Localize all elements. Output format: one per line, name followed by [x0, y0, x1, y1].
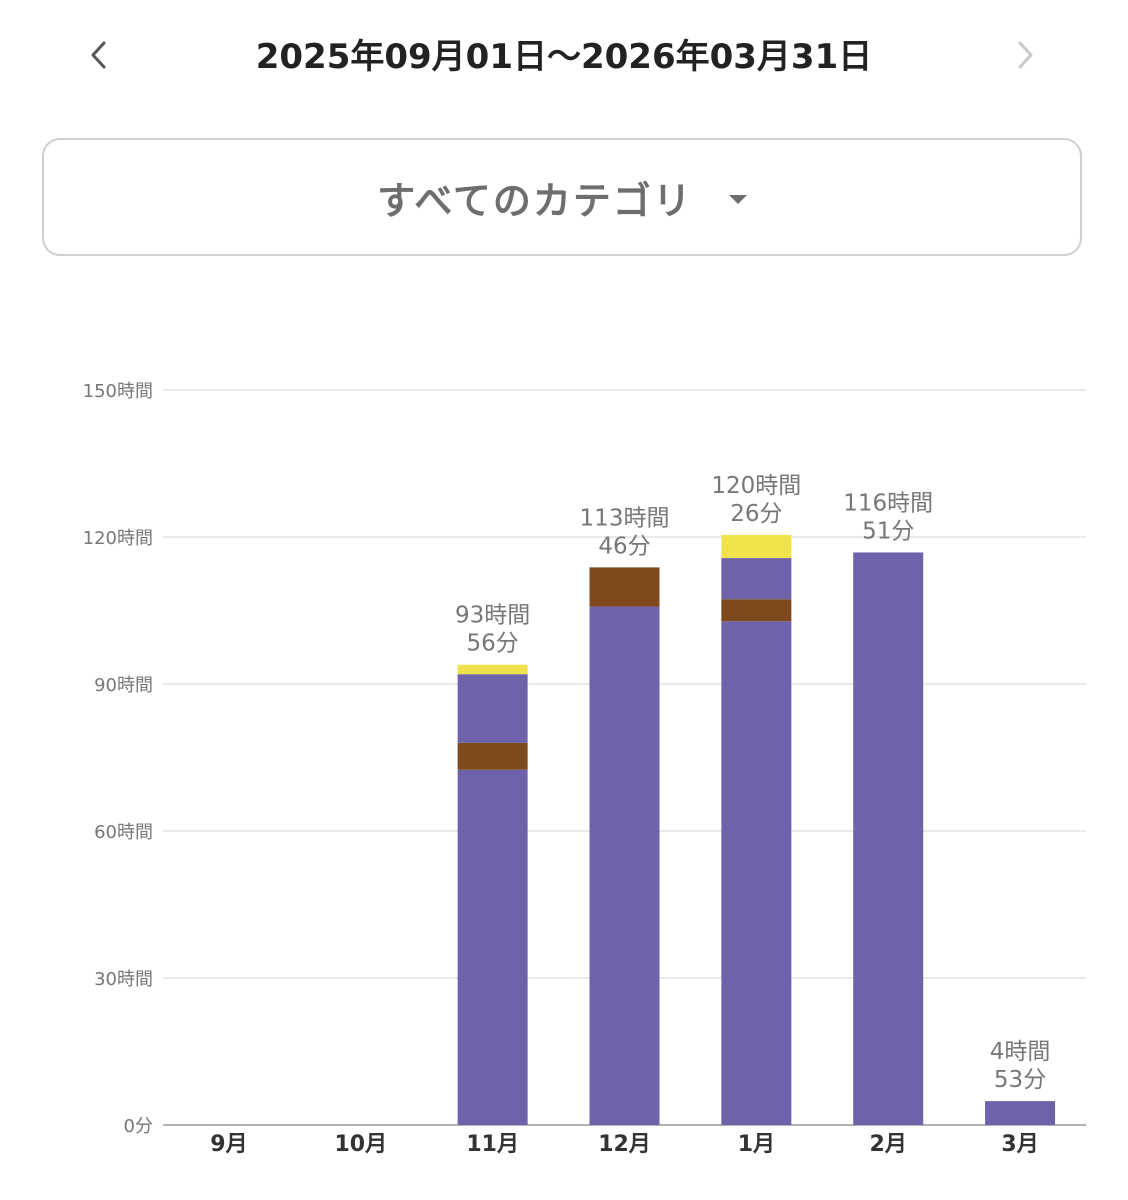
- x-category-label: 1月: [738, 1132, 775, 1157]
- chevron-left-icon: [91, 41, 106, 69]
- x-category-label: 3月: [1001, 1132, 1038, 1157]
- chevron-right-icon: [1018, 41, 1033, 69]
- bar-segment[interactable]: [457, 769, 528, 1125]
- chart-bars: [457, 534, 1056, 1125]
- category-dropdown[interactable]: すべてのカテゴリ: [42, 138, 1082, 256]
- bar-segment[interactable]: [457, 674, 528, 743]
- y-tick-label: 0分: [124, 1116, 153, 1137]
- caret-down-icon: [728, 194, 747, 204]
- y-tick-label: 30時間: [94, 969, 153, 990]
- category-dropdown-label: すべてのカテゴリ: [377, 178, 693, 223]
- next-period-button[interactable]: [1000, 30, 1050, 80]
- bar-total-minutes-label: 51分: [862, 518, 914, 544]
- bar-segment[interactable]: [721, 558, 792, 600]
- y-tick-label: 120時間: [83, 528, 153, 549]
- y-tick-label: 150時間: [83, 381, 153, 402]
- y-tick-label: 90時間: [94, 675, 153, 696]
- bar-segment[interactable]: [721, 621, 792, 1125]
- bar-segment[interactable]: [589, 567, 660, 607]
- previous-period-button[interactable]: [74, 30, 124, 80]
- bar-segment[interactable]: [721, 534, 792, 559]
- bar-total-minutes-label: 26分: [730, 501, 782, 527]
- bar-total-hours-label: 116時間: [843, 490, 933, 516]
- bar-total-hours-label: 113時間: [580, 506, 670, 532]
- monthly-time-chart: 0分 30時間 60時間 90時間 120時間 150時間 9月 10月 11月 93時間56分…: [83, 381, 1086, 1157]
- bar-total-hours-label: 4時間: [990, 1039, 1051, 1065]
- bar-total-minutes-label: 46分: [598, 534, 650, 560]
- bar-total-hours-label: 120時間: [711, 473, 801, 499]
- x-category-label: 12月: [598, 1132, 651, 1157]
- bar-total-minutes-label: 53分: [994, 1067, 1046, 1093]
- bar-segment[interactable]: [457, 742, 528, 770]
- bar-total-minutes-label: 56分: [467, 631, 519, 657]
- y-tick-label: 60時間: [94, 822, 153, 843]
- x-category-label: 11月: [466, 1132, 519, 1157]
- bar-segment[interactable]: [589, 606, 660, 1125]
- bar-segment[interactable]: [721, 599, 792, 622]
- bar-segment[interactable]: [853, 552, 924, 1125]
- bar-segment[interactable]: [457, 664, 528, 675]
- x-category-label: 10月: [334, 1132, 387, 1157]
- header: 2025年09月01日〜2026年03月31日: [0, 0, 1128, 110]
- bar-total-hours-label: 93時間: [455, 603, 530, 629]
- bar-segment[interactable]: [985, 1101, 1056, 1125]
- x-category-label: 2月: [870, 1132, 907, 1157]
- date-range-title: 2025年09月01日〜2026年03月31日: [255, 37, 873, 77]
- x-category-label: 9月: [210, 1132, 247, 1157]
- chart-grid: 0分 30時間 60時間 90時間 120時間 150時間: [83, 381, 1086, 1137]
